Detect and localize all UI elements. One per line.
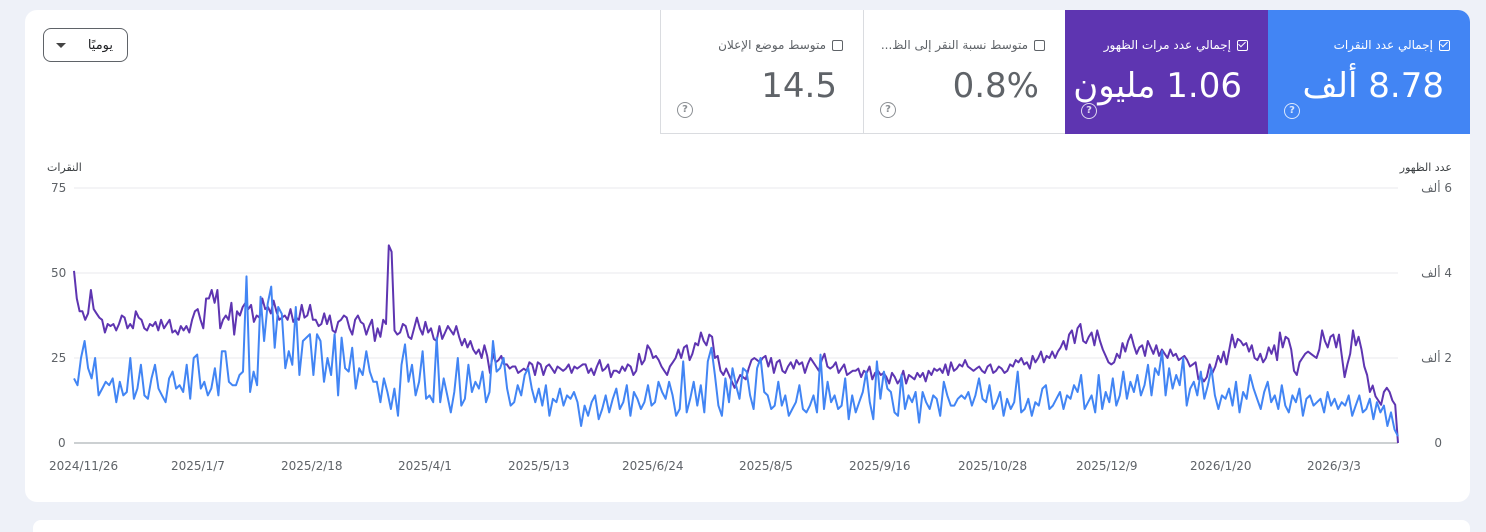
checkbox-unchecked-icon[interactable] [1034, 39, 1045, 51]
x-tick-label: 2025/9/16 [849, 459, 911, 473]
x-tick-label: 2025/4/1 [398, 459, 452, 473]
help-icon[interactable]: ? [880, 102, 896, 118]
performance-card: يوميًا إجمالي عدد النقرات 8.78 ألف ? إجم… [25, 10, 1470, 502]
left-tick-label: 75 [51, 181, 67, 195]
x-tick-label: 2025/10/28 [958, 459, 1028, 473]
metric-average-ctr[interactable]: متوسط نسبة النقر إلى الظ... 0.8% ? [863, 10, 1065, 134]
left-tick-label: 0 [58, 436, 66, 450]
right-tick-label: 6 ألف [1421, 181, 1452, 195]
metric-value: 1.06 مليون [1073, 66, 1242, 106]
right-tick-label: 4 ألف [1421, 266, 1452, 280]
dropdown-arrow-icon [56, 42, 66, 48]
metric-label: متوسط نسبة النقر إلى الظ... [880, 38, 1028, 52]
x-tick-label: 2025/1/7 [171, 459, 225, 473]
metric-total-clicks[interactable]: إجمالي عدد النقرات 8.78 ألف ? [1268, 10, 1470, 134]
impressions-series-line [73, 244, 1399, 444]
x-tick-label: 2025/12/9 [1076, 459, 1138, 473]
right-tick-label: 0 [1434, 436, 1442, 450]
checkbox-checked-icon[interactable] [1439, 39, 1450, 51]
x-tick-label: 2025/6/24 [622, 459, 684, 473]
x-tick-label: 2025/8/5 [739, 459, 793, 473]
metric-total-impressions[interactable]: إجمالي عدد مرات الظهور 1.06 مليون ? [1065, 10, 1268, 134]
x-tick-label: 2024/11/26 [49, 459, 119, 473]
help-icon[interactable]: ? [677, 102, 693, 118]
metric-average-position[interactable]: متوسط موضع الإعلان 14.5 ? [660, 10, 863, 134]
performance-chart[interactable] [25, 10, 1470, 502]
help-icon[interactable]: ? [1284, 103, 1300, 119]
metric-value: 0.8% [952, 66, 1039, 106]
range-selector-label: يوميًا [87, 37, 113, 53]
x-tick-label: 2026/1/20 [1190, 459, 1252, 473]
right-axis-title: عدد الظهور [1399, 161, 1452, 174]
next-card-edge [33, 520, 1470, 532]
metric-value: 14.5 [761, 66, 837, 106]
metric-value: 8.78 ألف [1302, 66, 1444, 106]
left-axis-title: النقرات [47, 161, 82, 174]
left-tick-label: 25 [51, 351, 67, 365]
metric-label: إجمالي عدد مرات الظهور [1103, 38, 1231, 52]
x-tick-label: 2025/5/13 [508, 459, 570, 473]
clicks-series-line [73, 275, 1399, 437]
help-icon[interactable]: ? [1081, 103, 1097, 119]
right-tick-label: 2 ألف [1421, 351, 1452, 365]
x-tick-label: 2026/3/3 [1307, 459, 1361, 473]
metric-label: إجمالي عدد النقرات [1333, 38, 1433, 52]
left-tick-label: 50 [51, 266, 67, 280]
x-tick-label: 2025/2/18 [281, 459, 343, 473]
checkbox-unchecked-icon[interactable] [832, 39, 843, 51]
metric-label: متوسط موضع الإعلان [718, 38, 826, 52]
range-selector[interactable]: يوميًا [43, 28, 128, 62]
checkbox-checked-icon[interactable] [1237, 39, 1248, 51]
